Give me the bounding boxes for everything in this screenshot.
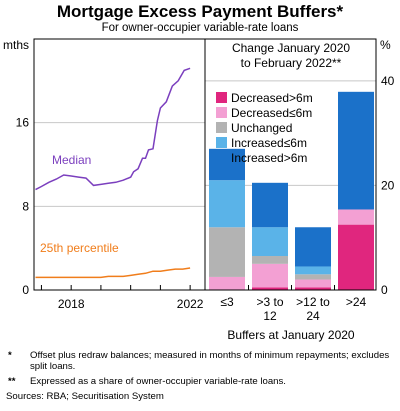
footnote-text: Expressed as a share of owner-occupier v… <box>30 376 286 387</box>
bar-segment <box>338 224 374 290</box>
right-x-axis-title: Buffers at January 2020 <box>227 328 355 342</box>
category-tick-label: >12 to <box>296 295 330 309</box>
median-series-line <box>35 67 191 191</box>
legend-swatch <box>216 107 227 118</box>
footnote-mark: * <box>8 350 12 361</box>
bar-segment <box>209 180 245 228</box>
left-y-tick-label: 0 <box>22 283 29 297</box>
legend-label: Decreased≤6m <box>231 106 312 120</box>
legend-swatch <box>216 92 227 103</box>
bar-segment <box>252 287 288 290</box>
median-series-label: Median <box>52 153 91 167</box>
legend-swatch <box>216 152 227 163</box>
legend: Decreased>6mDecreased≤6mUnchangedIncreas… <box>216 91 313 165</box>
p25-series-label: 25th percentile <box>40 241 119 255</box>
right-y-tick-label: 0 <box>381 283 388 297</box>
category-tick-label: ≤3 <box>220 295 234 309</box>
bar-segment <box>338 91 374 210</box>
right-panel-title-line1: Change January 2020 <box>232 41 350 55</box>
right-bars <box>209 91 374 290</box>
left-x-tick-label: 2018 <box>58 297 85 311</box>
bar-segment <box>252 227 288 257</box>
footnote: * Offset plus redraw balances; measured … <box>6 350 396 372</box>
category-tick-label: 24 <box>306 309 320 323</box>
category-tick-label: 12 <box>263 309 277 323</box>
bar-segment <box>295 266 331 275</box>
bar-segment <box>252 263 288 288</box>
legend-label: Increased≤6m <box>231 136 307 150</box>
left-y-unit: mths <box>3 38 29 52</box>
bar-segment <box>338 209 374 225</box>
right-y-tick-label: 20 <box>381 178 395 192</box>
bar-segment <box>295 287 331 290</box>
bar-segment <box>209 276 245 290</box>
bar-segment <box>252 182 288 228</box>
bar-segment <box>295 274 331 280</box>
left-x-tick-label: 2022 <box>177 297 204 311</box>
right-y-unit: % <box>380 38 391 52</box>
category-tick-label: >3 to <box>256 295 283 309</box>
legend-swatch <box>216 122 227 133</box>
bar-segment <box>295 227 331 267</box>
legend-label: Decreased>6m <box>231 91 313 105</box>
footnote: ** Expressed as a share of owner-occupie… <box>6 376 396 387</box>
right-panel: Change January 2020 to February 2022** %… <box>205 38 395 342</box>
left-y-tick-label: 16 <box>16 116 30 130</box>
right-panel-title-line2: to February 2022** <box>241 56 342 70</box>
legend-label: Unchanged <box>231 121 292 135</box>
left-y-tick-label: 8 <box>22 199 29 213</box>
left-panel: mths 0 8 16 2018 2022 Median 25th percen… <box>3 38 205 311</box>
chart-subtitle: For owner-occupier variable-rate loans <box>102 22 299 34</box>
p25-series-line <box>35 267 191 279</box>
legend-swatch <box>216 137 227 148</box>
right-y-tick-label: 40 <box>381 74 395 88</box>
bar-segment <box>252 256 288 264</box>
footnote-mark: ** <box>8 376 16 387</box>
sources-line: Sources: RBA; Securitisation System <box>6 391 164 402</box>
chart-title: Mortgage Excess Payment Buffers* <box>57 2 344 21</box>
bar-segment <box>295 279 331 288</box>
bar-segment <box>209 227 245 277</box>
legend-label: Increased>6m <box>231 151 307 165</box>
footnotes: * Offset plus redraw balances; measured … <box>6 350 396 402</box>
category-tick-label: >24 <box>346 295 367 309</box>
footnote-text: Offset plus redraw balances; measured in… <box>30 350 390 372</box>
